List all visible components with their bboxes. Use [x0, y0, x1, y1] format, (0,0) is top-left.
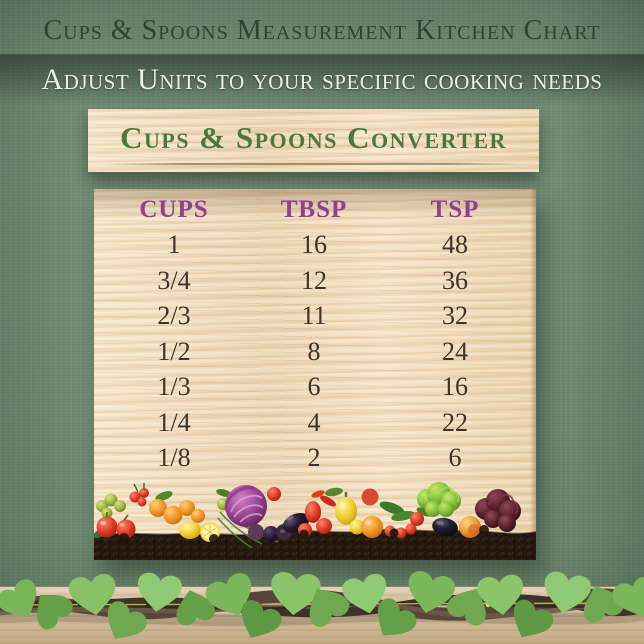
cell-cups: 3/4 — [157, 265, 191, 295]
wood-groove — [106, 163, 521, 165]
page-title: Cups & Spoons Measurement Kitchen Chart — [43, 15, 601, 46]
cell-cups: 1/3 — [157, 372, 191, 402]
subtitle-banner: Adjust Units to your specific cooking ne… — [0, 54, 644, 104]
cell-tbsp: 16 — [301, 230, 327, 260]
subtitle-text: Adjust Units to your specific cooking ne… — [41, 62, 603, 96]
cell-tsp: 36 — [442, 265, 468, 295]
cell-cups: 2/3 — [157, 301, 191, 331]
column-header-tbsp: TBSP — [280, 195, 348, 223]
cell-cups: 1/8 — [157, 443, 191, 473]
column-header-tsp: TSP — [430, 195, 480, 223]
cell-tbsp: 6 — [307, 372, 321, 402]
board-title: Cups & Spoons Converter — [120, 120, 507, 155]
cell-tsp: 32 — [442, 301, 468, 331]
cell-tbsp: 4 — [307, 407, 321, 437]
cell-tsp: 22 — [442, 407, 468, 437]
conversion-table: CUPS TBSP TSP 1 16 48 3/4 12 36 2/3 11 3… — [94, 192, 536, 476]
cell-tsp: 6 — [448, 443, 462, 473]
conversion-board: CUPS TBSP TSP 1 16 48 3/4 12 36 2/3 11 3… — [94, 189, 536, 560]
cell-tbsp: 12 — [301, 265, 327, 295]
board-title-plank: Cups & Spoons Converter — [88, 109, 539, 172]
vegetables-strip-image — [94, 482, 536, 560]
cell-tsp: 16 — [442, 372, 468, 402]
cell-cups: 1/4 — [157, 407, 191, 437]
cell-tbsp: 11 — [301, 301, 327, 331]
cell-tbsp: 8 — [307, 336, 321, 366]
cell-cups: 1 — [167, 230, 181, 260]
cell-cups: 1/2 — [157, 336, 191, 366]
column-header-cups: CUPS — [139, 195, 209, 223]
cell-tbsp: 2 — [307, 443, 321, 473]
vine-garland-image — [0, 570, 644, 644]
cell-tsp: 48 — [442, 230, 468, 260]
cell-tsp: 24 — [442, 336, 468, 366]
